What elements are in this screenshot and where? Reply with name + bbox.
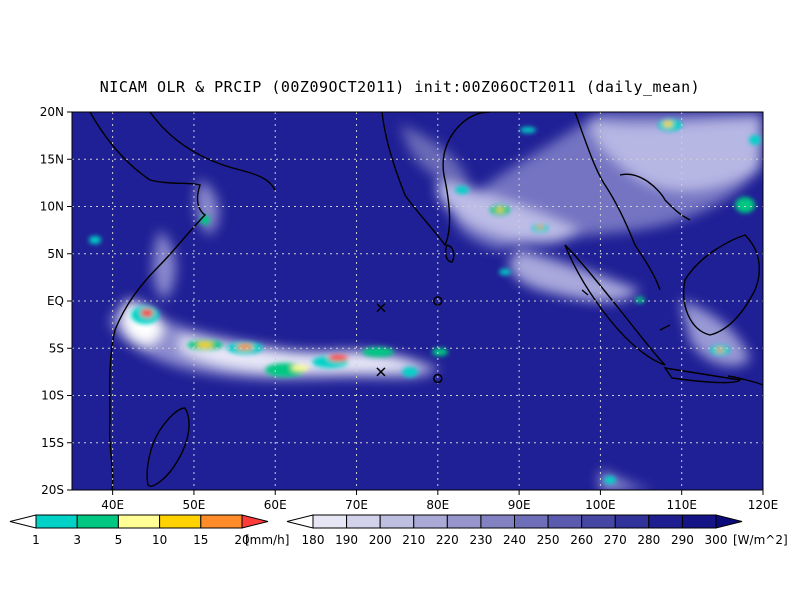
colorbar-level-label: 10 xyxy=(152,533,167,547)
colorbar-segment xyxy=(446,514,482,529)
colorbar-segment xyxy=(117,514,161,529)
lat-tick-label: 15S xyxy=(41,436,64,450)
colorbar-unit-label: [mm/h] xyxy=(245,533,289,547)
colorbar-level-label: 240 xyxy=(503,533,526,547)
lat-tick-label: 20N xyxy=(40,105,64,119)
colorbar-segment xyxy=(581,514,616,529)
colorbar-level-label: 260 xyxy=(570,533,593,547)
colorbar-segment xyxy=(159,514,202,529)
olr-colorbar: 180 190 200 210 220 230 240 250 260 270 280 290 300 [… xyxy=(286,514,788,547)
colorbar-segment xyxy=(514,514,549,529)
coastlines xyxy=(89,112,763,490)
colorbar-segment xyxy=(614,514,650,529)
lat-tick-label: 20S xyxy=(41,483,64,497)
circle-marker xyxy=(433,373,443,384)
lon-tick-label: 110E xyxy=(666,498,697,512)
colorbar-segment xyxy=(312,514,348,529)
lon-tick-label: 100E xyxy=(585,498,616,512)
precip-colorbar: 1 3 5 10 15 20[mm/h] xyxy=(9,514,289,547)
colorbar-segment xyxy=(200,514,243,529)
cross-marker xyxy=(376,303,386,313)
colorbar-segment xyxy=(35,514,78,529)
colorbar-low-end xyxy=(9,514,37,529)
lon-tick-label: 70E xyxy=(345,498,368,512)
lat-lon-grid xyxy=(72,112,763,490)
colorbar-level-label: 290 xyxy=(671,533,694,547)
colorbar-low-end xyxy=(286,514,314,529)
lon-tick-label: 90E xyxy=(508,498,531,512)
colorbar-segment xyxy=(76,514,119,529)
colorbar-segment xyxy=(346,514,381,529)
lon-tick-label: 40E xyxy=(101,498,124,512)
colorbar-segment xyxy=(413,514,448,529)
precip-cells xyxy=(89,119,761,484)
colorbar-level-label: 300 xyxy=(705,533,728,547)
colorbar-segment xyxy=(681,514,717,529)
colorbar-level-label: 200 xyxy=(369,533,392,547)
colorbar-level-label: 5 xyxy=(115,533,123,547)
colorbar-level-label: 230 xyxy=(469,533,492,547)
colorbar-high-end xyxy=(241,514,269,529)
lon-tick-label: 50E xyxy=(183,498,206,512)
colorbar-high-end xyxy=(715,514,743,529)
axis-ticks: 40E 50E 60E 70E 80E 90E 100E 110E 120E 20N 15N 10N 5… xyxy=(40,105,779,512)
map-title: NICAM OLR & PRCIP (00Z09OCT2011) init:00… xyxy=(99,78,701,96)
lat-tick-label: 5N xyxy=(47,247,64,261)
lon-tick-label: 60E xyxy=(264,498,287,512)
cross-marker xyxy=(376,367,386,377)
colorbar-level-label: 1 xyxy=(32,533,40,547)
colorbar-level-label: 210 xyxy=(402,533,425,547)
lat-tick-label: 10S xyxy=(41,389,64,403)
colorbar-level-label: 280 xyxy=(637,533,660,547)
circle-marker xyxy=(433,296,443,306)
colorbar-level-label: 220 xyxy=(436,533,459,547)
lat-tick-label: 15N xyxy=(40,152,64,166)
colorbar-segment xyxy=(379,514,415,529)
colorbar-level-label: 180 xyxy=(302,533,325,547)
colorbar-segment xyxy=(648,514,683,529)
lat-tick-label: EQ xyxy=(47,294,64,308)
location-markers xyxy=(376,296,443,384)
lat-tick-label: 10N xyxy=(40,200,64,214)
colorbar-level-label: 270 xyxy=(604,533,627,547)
colorbar-level-label: 15 xyxy=(193,533,208,547)
lat-tick-label: 5S xyxy=(49,341,64,355)
lon-tick-label: 120E xyxy=(748,498,779,512)
colorbar-segment xyxy=(547,514,583,529)
colorbar-level-label: 190 xyxy=(335,533,358,547)
colorbar-level-label: 250 xyxy=(537,533,560,547)
colorbar-level-label: 3 xyxy=(73,533,81,547)
colorbar-unit-label: [W/m^2] xyxy=(733,533,788,547)
colorbar-level-label: 20 xyxy=(234,533,249,547)
colorbar-segment xyxy=(480,514,515,529)
lon-tick-label: 80E xyxy=(426,498,449,512)
